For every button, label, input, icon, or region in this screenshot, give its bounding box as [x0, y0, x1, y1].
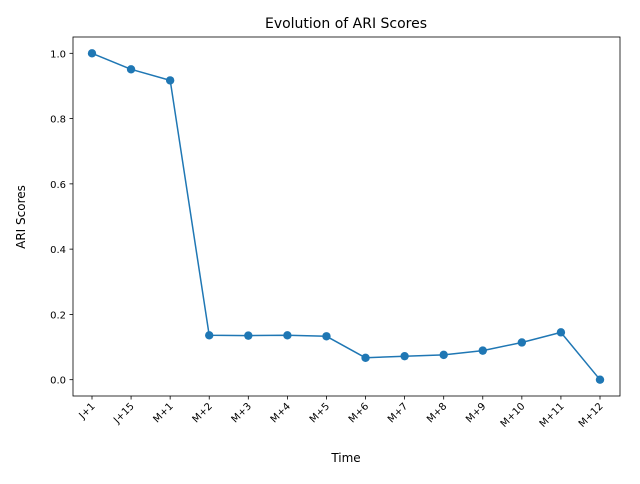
- series-line: [91, 52, 601, 381]
- data-point: [165, 76, 175, 85]
- y-axis-label: ARI Scores: [14, 185, 28, 249]
- data-point: [205, 331, 214, 340]
- data-point: [126, 65, 136, 74]
- data-point: [556, 328, 566, 337]
- y-tick-label: 0.4: [50, 245, 66, 256]
- data-point: [283, 331, 292, 340]
- data-point: [87, 49, 97, 58]
- y-tick-label: 0.6: [50, 180, 66, 191]
- data-point: [478, 346, 487, 355]
- data-point: [595, 375, 605, 384]
- y-tick-label: 0.8: [50, 115, 66, 126]
- x-axis-label: Time: [330, 451, 360, 465]
- data-point: [361, 353, 370, 363]
- data-point: [322, 332, 331, 341]
- data-point: [400, 351, 409, 361]
- y-tick-label: 0.2: [50, 310, 66, 321]
- axes-frame: [72, 36, 621, 397]
- y-tick-label: 0.0: [50, 376, 66, 387]
- y-tick-label: 1.0: [50, 49, 66, 60]
- data-point: [517, 338, 527, 347]
- chart-title: Evolution of ARI Scores: [265, 16, 427, 32]
- data-point: [244, 331, 253, 340]
- data-point: [439, 350, 448, 360]
